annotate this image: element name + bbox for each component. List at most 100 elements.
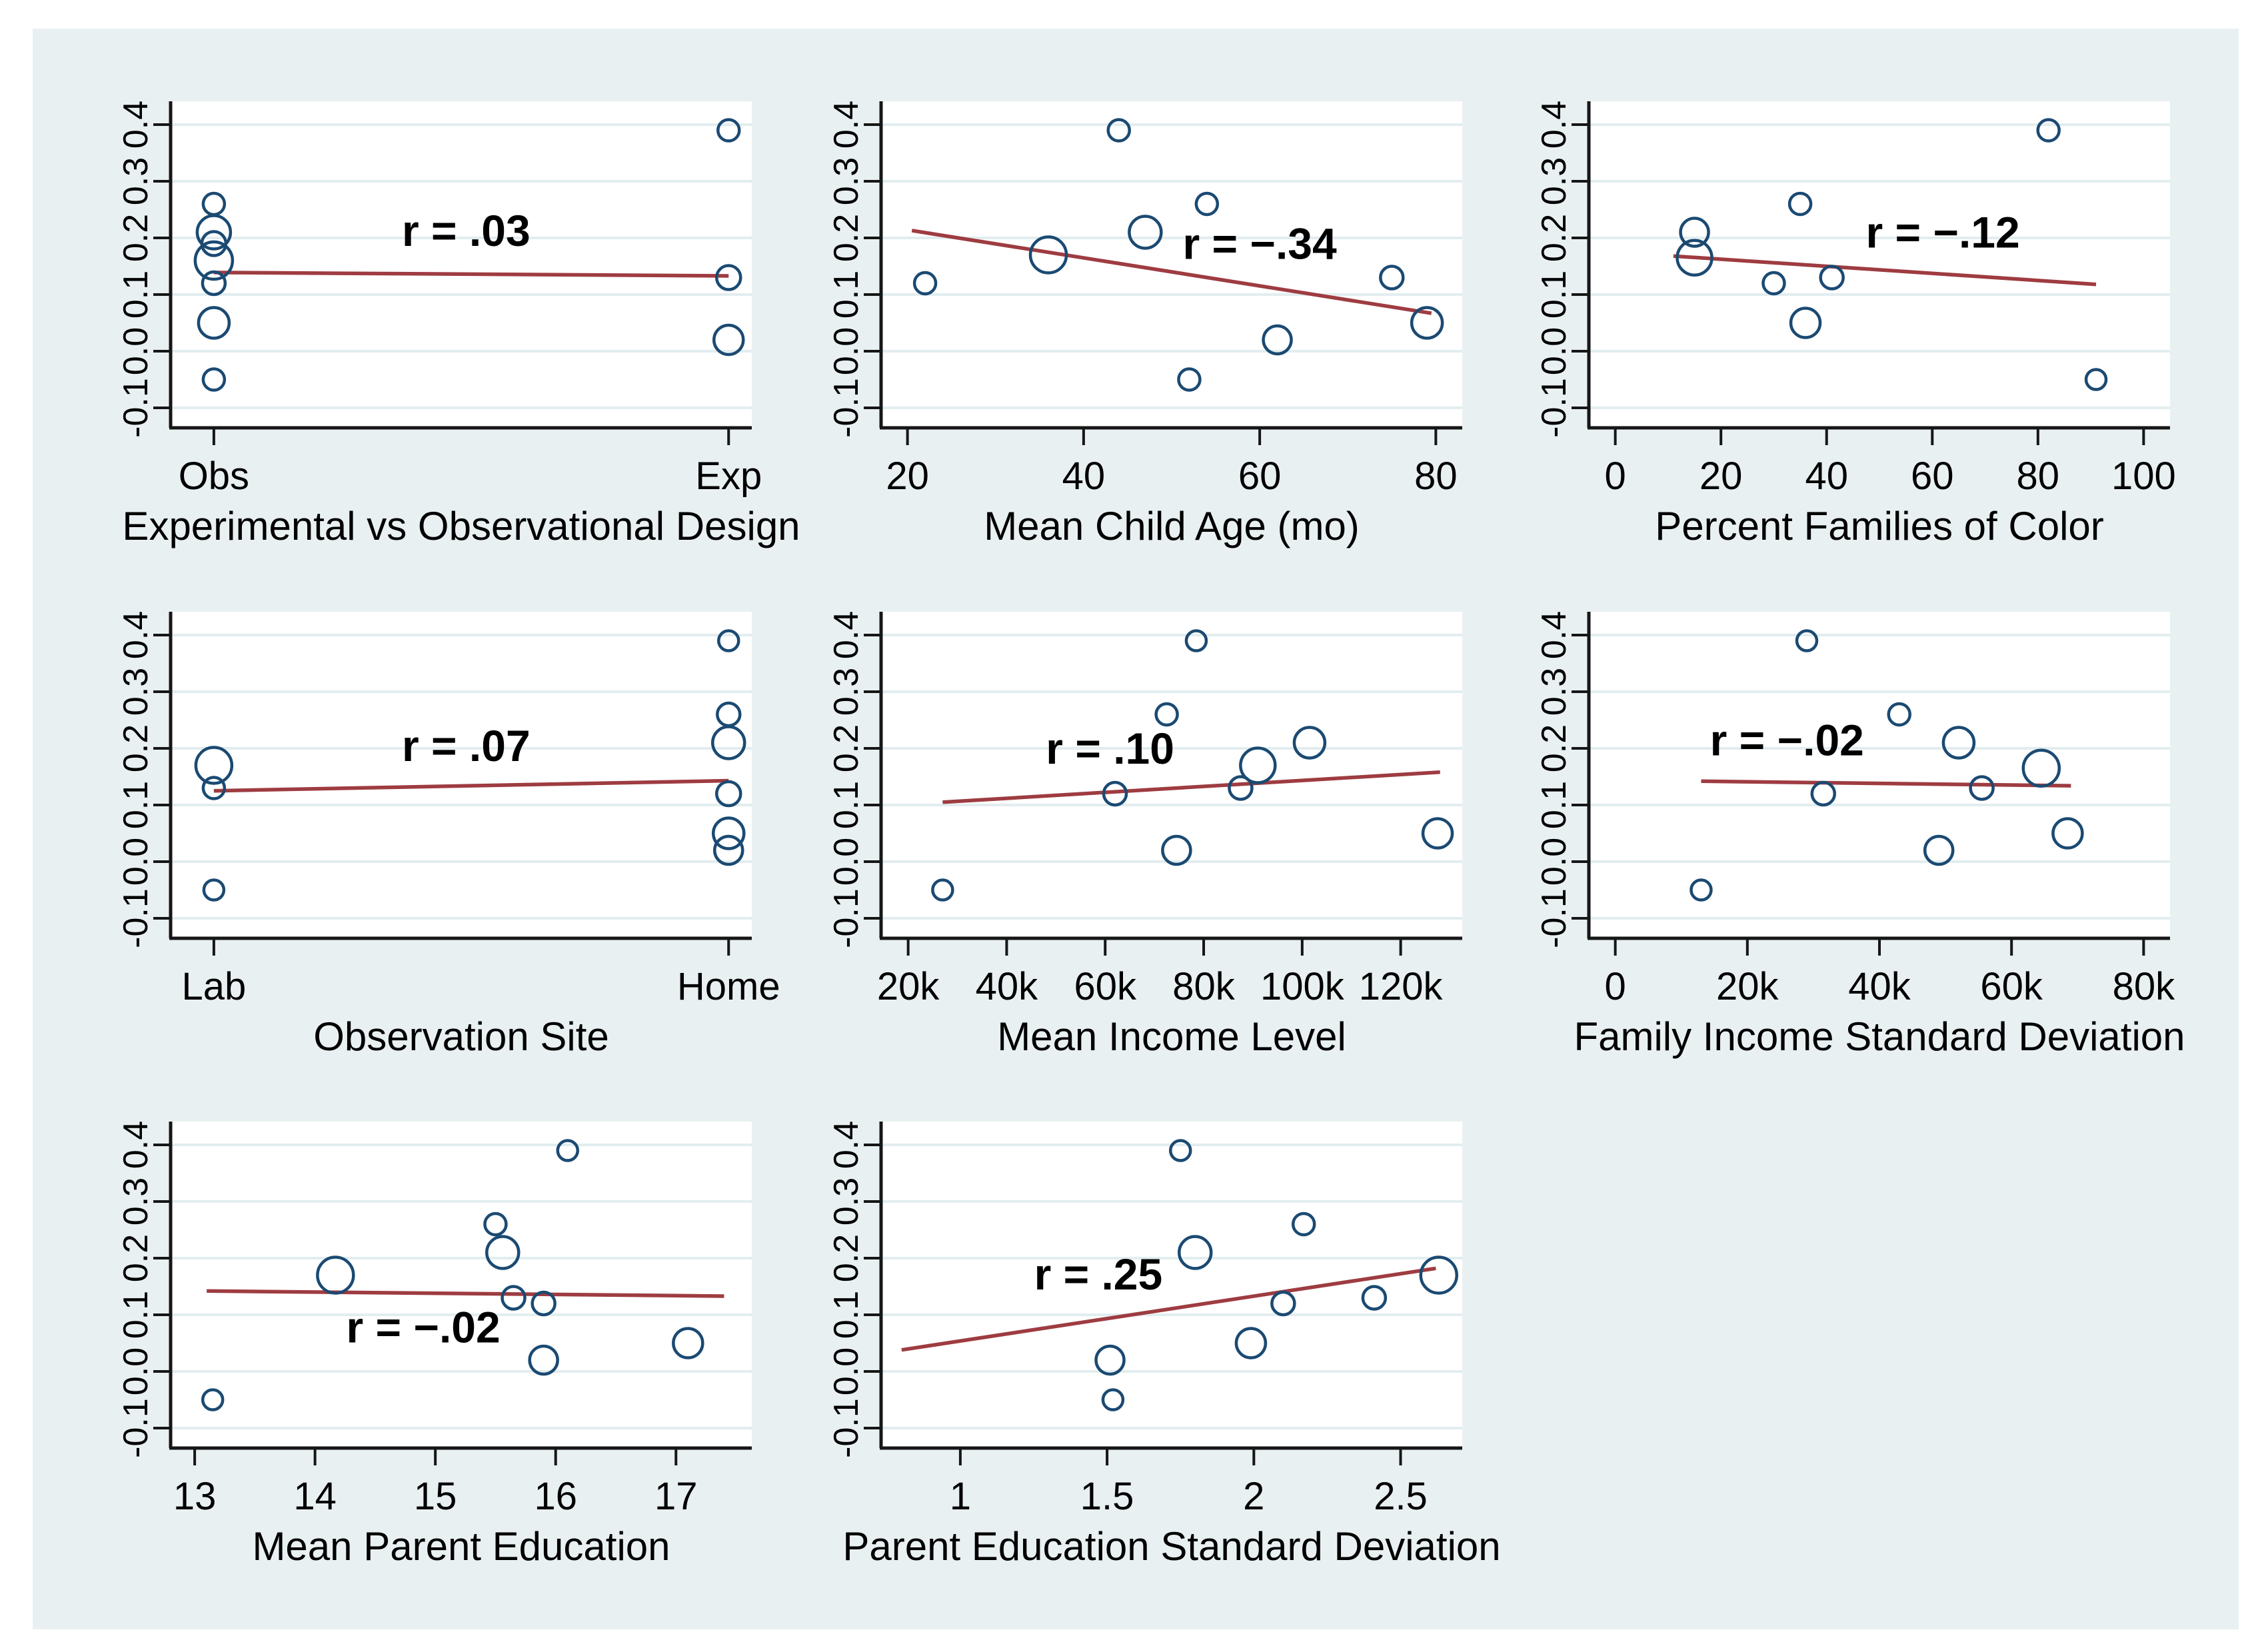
y-tick-label: 0.1 [117, 1291, 155, 1339]
bubble-marker [556, 1139, 580, 1162]
panel-child-age: 0.4 0.3 0.2 0.1 0.0-0.1 20 40 60 80 Mean Child Ag… [827, 101, 1462, 548]
bubble-marker [714, 780, 742, 808]
r-annotation: r = .03 [402, 206, 531, 255]
x-tick-label: 0 [1605, 454, 1626, 498]
bubble-marker [531, 1290, 557, 1317]
bubble-marker [2036, 118, 2061, 143]
y-tick-label: 0.3 [1535, 668, 1574, 716]
bubble-marker [483, 1212, 508, 1237]
y-tick-label: 0.0 [827, 327, 866, 375]
bubble-marker [710, 725, 746, 760]
bubble-marker [1923, 834, 1955, 866]
x-tick-label: 17 [654, 1475, 698, 1518]
bubble-marker [1787, 191, 1813, 217]
y-tick-label: 0.0 [827, 838, 866, 886]
y-tick-label: 0.3 [1535, 157, 1574, 205]
x-tick-label: 100 [2111, 454, 2176, 498]
bubble-marker [1177, 367, 1202, 392]
x-axis-title: Family Income Standard Deviation [1574, 1014, 2185, 1059]
bubble-marker [1419, 1255, 1459, 1295]
y-tick-label: -0.1 [1535, 378, 1574, 438]
regression-line [1673, 254, 2097, 287]
regression-line [213, 271, 729, 278]
plot-area [171, 1122, 752, 1448]
x-tick-label: 40 [1805, 454, 1848, 498]
bubble-marker [1184, 629, 1208, 652]
bubble-marker [194, 746, 234, 785]
bubble-marker [1761, 271, 1786, 296]
bubble-marker [716, 629, 740, 652]
x-axis-title: Experimental vs Observational Design [122, 504, 800, 548]
y-tick-label: 0.0 [1535, 327, 1574, 375]
y-tick-label: 0.4 [117, 1121, 155, 1169]
y-tick-label: 0.4 [1535, 101, 1574, 149]
y-tick-label: -0.1 [827, 1398, 866, 1458]
bubble-marker [1154, 702, 1179, 727]
bubble-marker [1789, 307, 1822, 339]
bubble-marker [501, 1285, 527, 1311]
y-tick-label: -0.1 [117, 1398, 155, 1458]
y-tick-label: 0.4 [117, 611, 155, 659]
y-tick-label: 0.1 [827, 781, 866, 829]
y-tick-label: -0.1 [827, 378, 866, 438]
x-tick-label: 80 [2017, 454, 2060, 498]
bubble-marker [1292, 726, 1327, 760]
y-tick-label: -0.1 [117, 378, 155, 438]
y-tick-label: 0.3 [117, 1178, 155, 1226]
y-tick-label: 0.4 [1535, 611, 1574, 659]
regression-line [942, 770, 1440, 804]
plot-area [1589, 612, 2170, 938]
bubble-marker [1410, 306, 1444, 340]
x-tick-label: 100k [1260, 965, 1345, 1008]
y-tick-label: 0.3 [827, 668, 866, 716]
bubble-marker [197, 306, 231, 340]
bubble-marker [195, 214, 233, 251]
panel-income: 0.4 0.3 0.2 0.1 0.0-0.1 20k 40k 60k 80k 100k 120k M… [827, 611, 1462, 1059]
bubble-marker [1262, 324, 1293, 356]
bubble-marker [1228, 775, 1254, 801]
plot-area [1589, 101, 2170, 428]
r-annotation: r = .07 [402, 721, 531, 770]
bubble-marker [1161, 834, 1192, 866]
y-tick-label: 0.1 [827, 271, 866, 319]
y-tick-label: 0.2 [117, 724, 155, 772]
bubble-marker [1234, 1327, 1268, 1359]
y-tick-label: 0.2 [117, 1234, 155, 1282]
bubble-marker [2021, 748, 2061, 788]
y-tick-label: 0.2 [117, 214, 155, 262]
x-tick-label: 80k [1172, 965, 1236, 1008]
regression-line [207, 1289, 724, 1298]
bubble-marker [931, 878, 954, 902]
bubble-marker [912, 271, 938, 296]
panel-income-sd: 0.4 0.3 0.2 0.1 0.0-0.1 0 20k 40k 60k 80k Family I… [1535, 611, 2185, 1059]
y-tick-label: 0.1 [827, 1291, 866, 1339]
bubble-marker [1168, 1139, 1192, 1162]
plot-area [171, 101, 752, 428]
y-tick-label: 0.2 [1535, 214, 1574, 262]
bubble-marker [1128, 215, 1163, 250]
x-tick-label: 1 [950, 1475, 971, 1518]
panel-design: 0.4 0.3 0.2 0.1 0.0-0.1 Obs Exp Experimental vs… [117, 101, 800, 548]
bubble-marker [1679, 217, 1710, 248]
y-tick-label: 0.1 [117, 271, 155, 319]
bubble-marker [1795, 629, 1819, 652]
bubble-marker [1819, 265, 1845, 291]
y-tick-label: 0.0 [827, 1347, 866, 1395]
regression-line [911, 229, 1432, 315]
x-tick-label: Obs [179, 454, 249, 498]
x-tick-label: 13 [173, 1475, 217, 1518]
x-tick-label: 20k [877, 965, 940, 1008]
bubble-marker [1102, 780, 1128, 807]
bubble-marker [712, 323, 745, 357]
bubble-marker [1676, 239, 1713, 277]
y-tick-label: 0.0 [117, 327, 155, 375]
panel-parent-ed: 0.4 0.3 0.2 0.1 0.0-0.1 13 14 15 16 17 Mean Parent… [117, 1121, 752, 1569]
x-tick-label: 40k [976, 965, 1039, 1008]
y-tick-label: 0.4 [827, 611, 866, 659]
x-tick-label: 20 [1700, 454, 1743, 498]
x-tick-label: 2 [1243, 1475, 1264, 1518]
x-tick-label: 15 [414, 1475, 457, 1518]
bubble-marker [200, 230, 228, 257]
regression-line [901, 1266, 1436, 1352]
